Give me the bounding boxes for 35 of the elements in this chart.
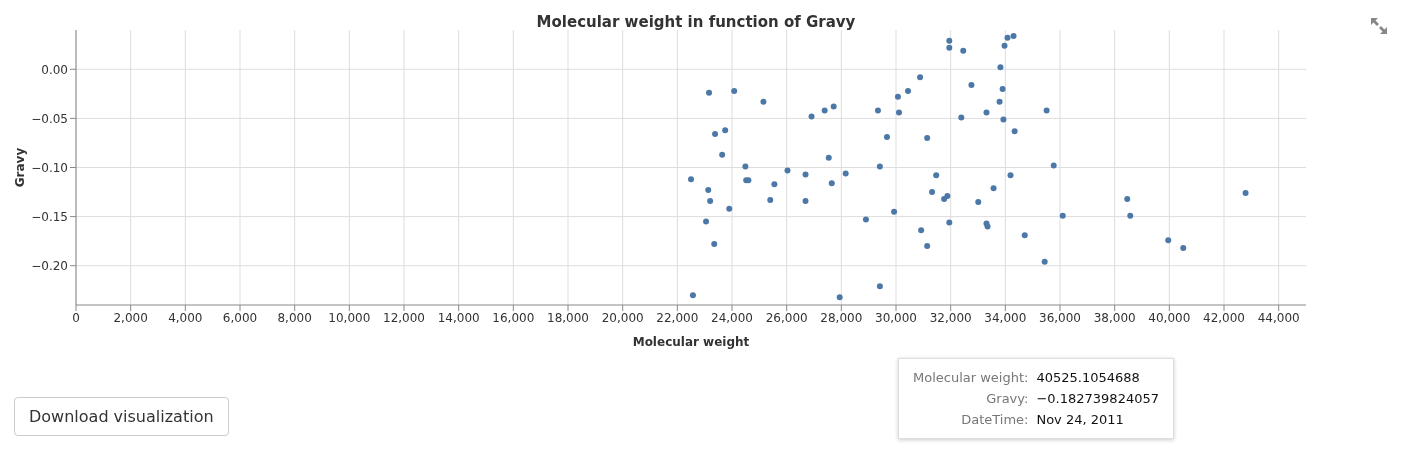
x-tick-label: 2,000 <box>113 310 148 325</box>
x-tick-label: 28,000 <box>820 310 863 325</box>
x-tick-label: 16,000 <box>492 310 535 325</box>
x-tick-label: 12,000 <box>383 310 425 325</box>
x-tick-label: 6,000 <box>222 310 258 325</box>
x-tick-label: 36,000 <box>1039 310 1081 325</box>
y-tick-label: 0.00 <box>41 62 68 77</box>
y-tick-label: −0.20 <box>31 258 68 273</box>
y-axis-title: Gravy <box>13 147 28 188</box>
x-tick-label: 4,000 <box>168 310 203 325</box>
x-tick-label: 10,000 <box>328 310 371 325</box>
y-tick-label: −0.15 <box>31 209 68 224</box>
x-tick-label: 30,000 <box>875 310 917 325</box>
x-tick-label: 8,000 <box>277 310 312 325</box>
x-tick-label: 18,000 <box>547 310 589 325</box>
x-tick-label: 38,000 <box>1093 310 1136 325</box>
x-tick-label: 14,000 <box>437 310 480 325</box>
x-tick-label: 42,000 <box>1203 310 1245 325</box>
x-tick-label: 40,000 <box>1148 310 1191 325</box>
x-axis-title: Molecular weight <box>632 335 750 349</box>
text: Download visualization <box>14 397 229 436</box>
text: DateTime: Nov 24, 2011 <box>960 411 1125 429</box>
chart-title: Molecular weight in function of Gravy <box>535 13 857 31</box>
text: Gravy: −0.182739824057 <box>985 390 1160 408</box>
x-tick-label: 22,000 <box>656 310 699 325</box>
x-tick-label: 26,000 <box>765 310 808 325</box>
x-tick-label: 24,000 <box>711 310 753 325</box>
x-tick-label: 32,000 <box>929 310 972 325</box>
x-tick-label: 34,000 <box>984 310 1027 325</box>
y-tick-label: −0.05 <box>31 111 68 126</box>
x-tick-label: 0 <box>72 310 80 325</box>
x-tick-label: 20,000 <box>601 310 644 325</box>
y-tick-label: −0.10 <box>31 160 68 175</box>
x-tick-label: 44,000 <box>1257 310 1300 325</box>
text: Molecular weight: 40525.1054688 <box>912 369 1141 387</box>
